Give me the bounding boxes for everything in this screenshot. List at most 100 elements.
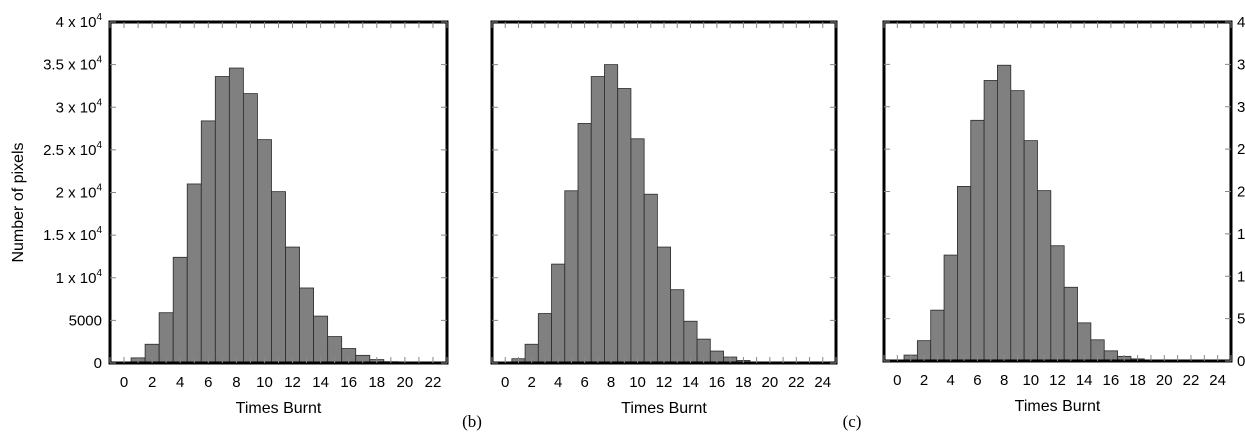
bar-12 xyxy=(656,246,672,364)
x-tick-label: 20 xyxy=(397,374,414,391)
x-tick-label: 6 xyxy=(204,374,212,391)
y-tick-label: 4 x 104 xyxy=(56,12,103,31)
bar-11 xyxy=(1037,190,1052,362)
y-tick-label: 0 xyxy=(1237,353,1245,370)
tick-marks xyxy=(491,21,837,364)
bar-3 xyxy=(158,312,174,364)
bar-11 xyxy=(643,193,658,364)
x-tick-label: 22 xyxy=(788,374,805,391)
y-tick-label: 1.5 x 104 xyxy=(43,225,102,244)
bar-8 xyxy=(604,64,619,364)
x-tick-label: 2 xyxy=(920,372,928,389)
bar-series xyxy=(890,64,1185,362)
y-tick-label: 2 x 104 xyxy=(56,183,103,202)
x-tick-label: 22 xyxy=(425,374,442,391)
x-tick-label: 8 xyxy=(1000,372,1008,389)
bar-13 xyxy=(1063,286,1078,362)
bar-8 xyxy=(997,64,1012,362)
x-tick-label: 10 xyxy=(1022,372,1039,389)
bar-3 xyxy=(537,313,552,364)
bar-14 xyxy=(313,315,329,364)
x-tick-label: 12 xyxy=(656,374,673,391)
x-tick-label: 10 xyxy=(629,374,646,391)
panel-label-c: (c) xyxy=(843,412,862,431)
x-tick-label: 0 xyxy=(120,374,128,391)
bar-3 xyxy=(930,309,945,362)
y-tick-label: 0 xyxy=(94,355,102,372)
x-tick-label: 16 xyxy=(1103,372,1120,389)
x-tick-label: 14 xyxy=(682,374,699,391)
y-tick-labels: 0 5000 1 x 104 1.5 x 104 2 x 104 2.5 x 104 3 x… xyxy=(1237,12,1245,370)
x-tick-label: 2 xyxy=(148,374,156,391)
bar-10 xyxy=(257,139,272,364)
x-tick-label: 12 xyxy=(284,374,301,391)
x-tick-labels: 0 2 4 6 8 10 12 14 16 18 20 22 24 xyxy=(501,374,831,391)
histogram-panel-a: 0 2 4 6 8 10 12 14 16 18 20 22 0 5000 1 x 104 1.5 x 10… xyxy=(10,12,449,417)
bar-10 xyxy=(1023,140,1038,362)
x-tick-label: 18 xyxy=(368,374,385,391)
x-tick-label: 0 xyxy=(501,374,509,391)
bar-9 xyxy=(1010,90,1025,362)
bar-5 xyxy=(957,186,972,362)
bar-5 xyxy=(186,183,202,364)
x-axis-title: Times Burnt xyxy=(1015,398,1101,415)
bar-4 xyxy=(943,254,958,362)
x-tick-labels: 0 2 4 6 8 10 12 14 16 18 20 22 xyxy=(120,374,441,391)
bar-7 xyxy=(983,80,998,362)
x-tick-label: 20 xyxy=(762,374,779,391)
x-tick-label: 8 xyxy=(232,374,240,391)
x-tick-label: 12 xyxy=(1049,372,1066,389)
y-tick-label: 1 x 104 xyxy=(1237,266,1245,285)
y-tick-label: 2.5 x 104 xyxy=(43,140,102,159)
x-tick-label: 22 xyxy=(1183,372,1200,389)
y-tick-label: 1.5 x 104 xyxy=(1237,224,1245,243)
x-tick-label: 6 xyxy=(580,374,588,391)
y-tick-label: 4 x 104 xyxy=(1237,12,1245,31)
x-tick-label: 18 xyxy=(1129,372,1146,389)
y-tick-label: 5000 xyxy=(1237,311,1245,328)
tick-marks xyxy=(883,21,1232,362)
x-tick-label: 14 xyxy=(1076,372,1093,389)
x-tick-label: 24 xyxy=(1209,372,1226,389)
x-tick-label: 16 xyxy=(709,374,726,391)
y-tick-label: 3 x 104 xyxy=(56,97,103,116)
x-tick-label: 24 xyxy=(814,374,831,391)
bar-8 xyxy=(228,67,244,364)
y-tick-label: 5000 xyxy=(69,312,102,329)
bar-12 xyxy=(285,246,300,364)
x-tick-label: 16 xyxy=(340,374,357,391)
bar-series xyxy=(498,64,791,364)
bar-4 xyxy=(172,256,188,364)
bar-6 xyxy=(200,120,216,364)
y-tick-label: 2 x 104 xyxy=(1237,182,1245,201)
histogram-panel-b: 0 2 4 6 8 10 12 14 16 18 20 22 24 Times Burnt (b) xyxy=(462,20,838,431)
x-tick-label: 0 xyxy=(893,372,901,389)
bar-5 xyxy=(564,190,579,364)
y-axis-title: Number of pixels xyxy=(10,142,27,262)
bar-7 xyxy=(590,76,605,364)
y-tick-labels: 0 5000 1 x 104 1.5 x 104 2 x 104 2.5 x 104 3 x… xyxy=(43,12,102,372)
x-tick-label: 8 xyxy=(607,374,615,391)
bar-13 xyxy=(299,287,314,364)
x-tick-label: 4 xyxy=(176,374,184,391)
bar-6 xyxy=(577,123,592,364)
bar-14 xyxy=(683,320,698,364)
bar-11 xyxy=(271,191,286,364)
bar-series xyxy=(116,67,427,364)
bar-10 xyxy=(630,138,645,364)
tick-marks xyxy=(109,21,448,364)
x-axis-title: Times Burnt xyxy=(236,400,322,417)
y-tick-label: 3.5 x 104 xyxy=(1237,54,1245,73)
x-tick-labels: 0 2 4 6 8 10 12 14 16 18 20 22 24 xyxy=(893,372,1226,389)
x-tick-label: 4 xyxy=(947,372,955,389)
x-tick-label: 2 xyxy=(528,374,536,391)
y-tick-label: 2.5 x 104 xyxy=(1237,139,1245,158)
x-tick-label: 20 xyxy=(1156,372,1173,389)
x-tick-label: 6 xyxy=(973,372,981,389)
bar-4 xyxy=(551,263,566,364)
bar-12 xyxy=(1050,245,1065,362)
y-tick-label: 3 x 104 xyxy=(1237,97,1245,116)
bar-6 xyxy=(970,119,985,362)
